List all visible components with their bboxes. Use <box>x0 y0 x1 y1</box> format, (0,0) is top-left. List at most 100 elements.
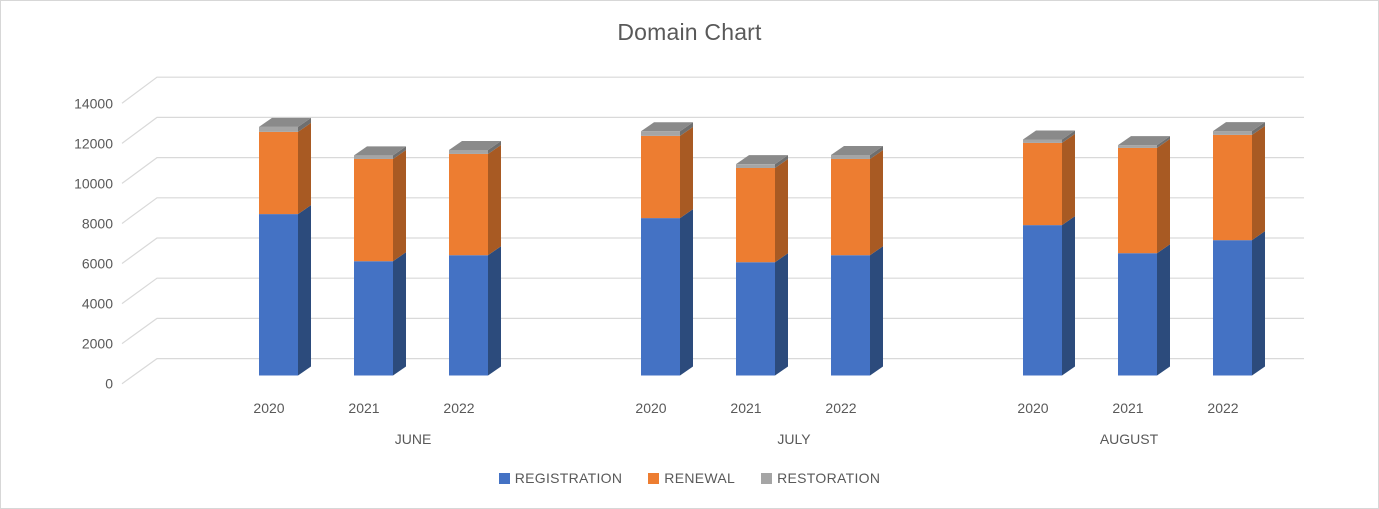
bar-segment-renewal <box>831 158 870 256</box>
x-axis-year-label: 2020 <box>253 400 284 416</box>
y-axis-tick-label: 14000 <box>74 95 113 111</box>
bar-top-face <box>1118 136 1170 146</box>
bar-segment-side-restoration <box>1157 136 1170 148</box>
bar-segment-side-registration <box>393 252 406 376</box>
bar-segment-registration <box>831 255 870 376</box>
chart-title: Domain Chart <box>617 19 762 45</box>
bar-segment-renewal <box>449 153 488 256</box>
y-axis-tick-label: 8000 <box>82 215 113 231</box>
registration-swatch-icon <box>498 472 510 484</box>
x-axis-year-label: 2022 <box>443 400 474 416</box>
x-axis-month-label: AUGUST <box>1100 431 1159 447</box>
gridline <box>121 317 1304 345</box>
gridline <box>121 197 1304 224</box>
bar-top-face <box>736 155 788 165</box>
legend-label-restoration: RESTORATION <box>777 470 881 486</box>
bar-segment-side-registration <box>1252 231 1265 376</box>
bar-segment-side-renewal <box>775 158 788 263</box>
bar-top-face <box>449 140 501 150</box>
bar-segment-side-renewal <box>298 122 311 215</box>
bar-top-face <box>259 117 311 127</box>
bar-segment-side-registration <box>1062 216 1075 376</box>
bar-segment-side-renewal <box>1252 125 1265 241</box>
bar-top-face <box>354 146 406 156</box>
restoration-swatch-icon <box>761 472 773 484</box>
bar-top-face <box>831 145 883 155</box>
bar-segment-side-restoration <box>1062 130 1075 143</box>
bar-segment-renewal <box>736 167 775 263</box>
bar-segment-registration <box>641 218 680 376</box>
bar-segment-restoration <box>449 149 488 154</box>
bar-segment-registration <box>1023 225 1062 376</box>
bar-segment-registration <box>1118 253 1157 376</box>
gridline <box>121 116 1304 144</box>
x-axis-month-label: JULY <box>777 431 811 447</box>
bar-top-face <box>1213 122 1265 132</box>
bar-top-face <box>641 122 693 132</box>
bar-segment-renewal <box>354 158 393 262</box>
bar-segment-renewal <box>259 131 298 215</box>
y-axis-tick-label: 2000 <box>82 336 113 352</box>
gridline <box>121 157 1304 184</box>
bar-segment-restoration <box>259 126 298 132</box>
bar-segment-restoration <box>354 155 393 159</box>
x-axis-year-label: 2022 <box>1207 400 1238 416</box>
x-axis-year-label: 2021 <box>730 400 761 416</box>
bar-segment-side-restoration <box>680 122 693 136</box>
x-axis-month-label: JUNE <box>395 431 432 447</box>
legend-item-registration: REGISTRATION <box>498 470 623 486</box>
bar-segment-side-registration <box>488 246 501 376</box>
bar-segment-side-restoration <box>775 155 788 168</box>
bar-segment-restoration <box>736 164 775 168</box>
gridline <box>121 277 1304 305</box>
legend: REGISTRATION RENEWAL RESTORATION <box>1 470 1378 486</box>
x-axis-year-label: 2021 <box>348 400 379 416</box>
gridline <box>121 76 1304 104</box>
gridline <box>121 237 1304 265</box>
y-axis-tick-label: 0 <box>105 376 113 392</box>
y-axis-tick-label: 10000 <box>74 175 113 191</box>
bar-segment-registration <box>259 214 298 376</box>
bar-top-face <box>1023 130 1075 140</box>
bar-segment-side-registration <box>298 205 311 376</box>
y-axis-tick-label: 12000 <box>74 135 113 151</box>
bar-segment-restoration <box>1118 145 1157 148</box>
bar-segment-side-restoration <box>1252 122 1265 135</box>
renewal-swatch-icon <box>648 472 660 484</box>
bar-segment-side-renewal <box>488 144 501 256</box>
bar-segment-side-renewal <box>870 149 883 256</box>
bar-segment-renewal <box>1023 142 1062 226</box>
bar-segment-registration <box>736 262 775 376</box>
legend-label-renewal: RENEWAL <box>664 470 736 486</box>
bar-segment-side-restoration <box>870 145 883 159</box>
legend-item-restoration: RESTORATION <box>761 470 880 486</box>
bar-segment-side-registration <box>680 209 693 376</box>
gridline <box>121 358 1304 385</box>
x-axis-year-label: 2021 <box>1112 400 1143 416</box>
x-axis-year-label: 2020 <box>635 400 666 416</box>
bar-segment-side-registration <box>1157 244 1170 376</box>
y-axis-tick-label: 6000 <box>82 256 113 272</box>
bar-segment-side-renewal <box>393 149 406 262</box>
bar-segment-side-registration <box>775 253 788 376</box>
bar-segment-side-restoration <box>393 146 406 159</box>
bar-segment-restoration <box>831 154 870 159</box>
bar-segment-side-renewal <box>1062 133 1075 226</box>
legend-item-renewal: RENEWAL <box>648 470 735 486</box>
x-axis-year-label: 2022 <box>825 400 856 416</box>
x-axis-year-label: 2020 <box>1017 400 1048 416</box>
bar-segment-side-restoration <box>488 140 501 154</box>
bar-segment-side-registration <box>870 246 883 376</box>
bar-segment-renewal <box>1118 147 1157 254</box>
bar-segment-registration <box>1213 240 1252 376</box>
legend-label-registration: REGISTRATION <box>514 470 623 486</box>
bar-segment-side-restoration <box>298 117 311 132</box>
bar-segment-side-renewal <box>680 126 693 219</box>
bar-segment-renewal <box>641 135 680 219</box>
bar-segment-restoration <box>1213 131 1252 135</box>
bar-segment-renewal <box>1213 134 1252 241</box>
bar-segment-side-renewal <box>1157 138 1170 254</box>
bar-segment-restoration <box>1023 139 1062 143</box>
